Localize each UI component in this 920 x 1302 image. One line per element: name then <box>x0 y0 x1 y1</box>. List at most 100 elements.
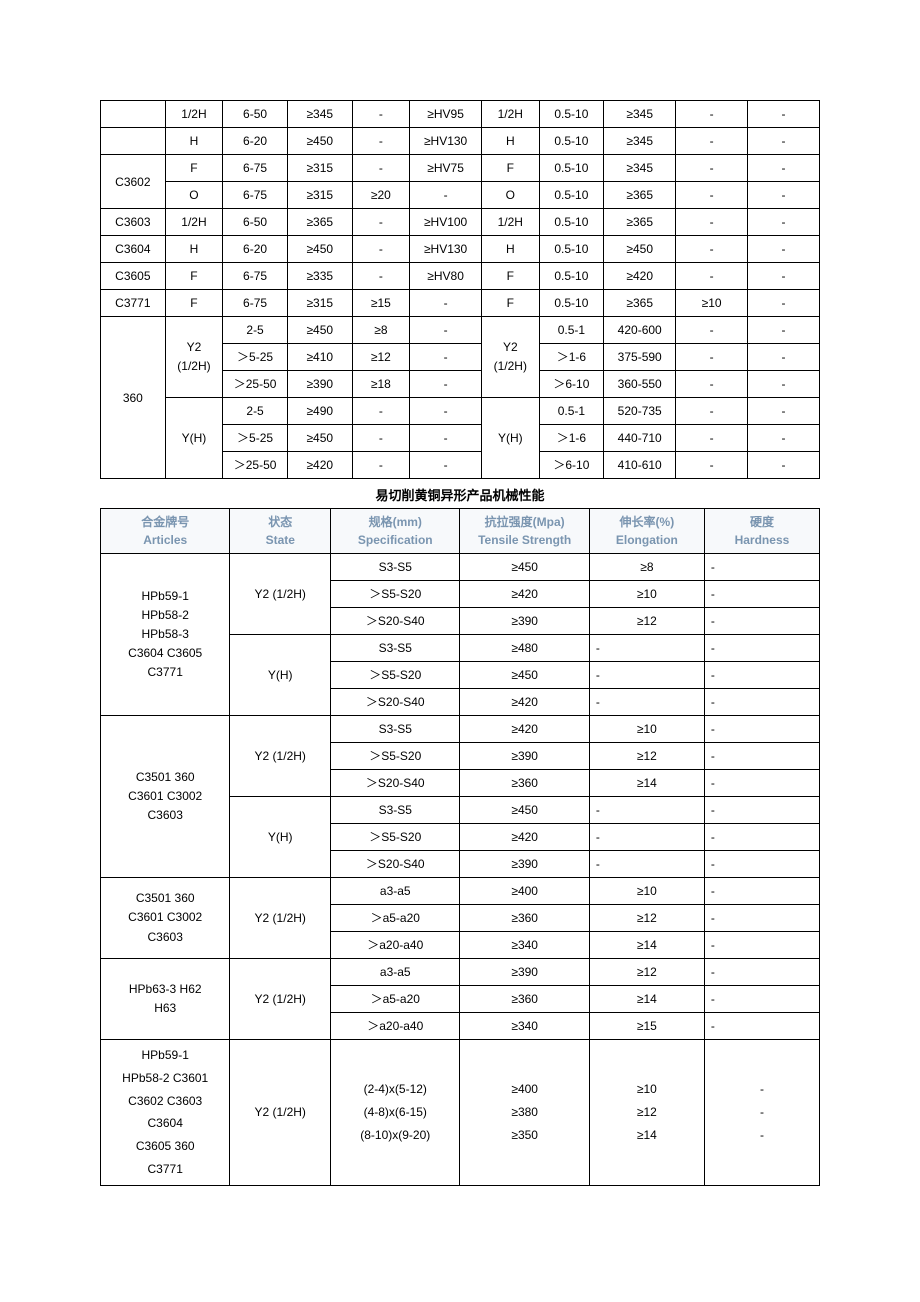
table-row: C3501 360C3601 C3002C3603Y2 (1/2H)S3-S5≥… <box>101 716 820 743</box>
data-cell: 1/2H <box>165 209 223 236</box>
tensile-cell: ≥390 <box>460 743 589 770</box>
data-cell: F <box>165 263 223 290</box>
data-cell: - <box>676 425 748 452</box>
data-cell: 6-75 <box>223 263 288 290</box>
data-cell: 2-5 <box>223 317 288 344</box>
data-cell: - <box>676 317 748 344</box>
data-cell: - <box>352 101 410 128</box>
elong-cell: ≥14 <box>589 986 704 1013</box>
data-cell: ＞1-6 <box>539 344 604 371</box>
tensile-cell: ≥420 <box>460 824 589 851</box>
hardness-cell: - <box>704 878 819 905</box>
hardness-cell: - <box>704 635 819 662</box>
data-cell: - <box>410 398 482 425</box>
spec-cell: ＞S20-S40 <box>331 608 460 635</box>
spec-cell: ＞S5-S20 <box>331 743 460 770</box>
tensile-cell: ≥480 <box>460 635 589 662</box>
data-cell: F <box>482 290 540 317</box>
data-cell: - <box>748 182 820 209</box>
hardness-cell: - <box>704 770 819 797</box>
data-cell: ≥450 <box>287 128 352 155</box>
data-cell: - <box>748 398 820 425</box>
data-cell: - <box>676 263 748 290</box>
elong-cell: ≥14 <box>589 770 704 797</box>
data-cell: - <box>676 101 748 128</box>
spec-cell: S3-S5 <box>331 716 460 743</box>
spec-cell: ＞S20-S40 <box>331 851 460 878</box>
data-cell: F <box>482 155 540 182</box>
data-cell: - <box>748 317 820 344</box>
spec-cell: ＞a5-a20 <box>331 986 460 1013</box>
data-cell: ≥365 <box>287 209 352 236</box>
elong-cell: - <box>589 824 704 851</box>
spec-cell: ＞a20-a40 <box>331 1013 460 1040</box>
state-cell: Y(H) <box>482 398 540 479</box>
elong-cell: ≥14 <box>589 932 704 959</box>
data-cell: ≥345 <box>287 101 352 128</box>
data-cell: ≥15 <box>352 290 410 317</box>
tensile-cell: ≥420 <box>460 689 589 716</box>
data-cell: H <box>482 236 540 263</box>
data-cell: - <box>748 209 820 236</box>
data-cell: - <box>410 317 482 344</box>
col-tensile: 抗拉强度(Mpa) Tensile Strength <box>460 509 589 554</box>
data-cell: ≥420 <box>287 452 352 479</box>
data-cell: - <box>410 452 482 479</box>
tensile-cell: ≥390 <box>460 608 589 635</box>
elong-cell: - <box>589 635 704 662</box>
table-row: C3604H6-20≥450-≥HV130H0.5-10≥450-- <box>101 236 820 263</box>
hardness-cell: - <box>704 743 819 770</box>
data-cell: ≥315 <box>287 182 352 209</box>
hardness-cell: - <box>704 662 819 689</box>
data-cell: 0.5-1 <box>539 317 604 344</box>
data-cell: 0.5-1 <box>539 398 604 425</box>
article-cell: HPb63-3 H62H63 <box>101 959 230 1040</box>
data-cell: 410-610 <box>604 452 676 479</box>
data-cell: ＞25-50 <box>223 371 288 398</box>
elong-cell: ≥12 <box>589 743 704 770</box>
data-cell: - <box>410 344 482 371</box>
data-cell: ≥315 <box>287 155 352 182</box>
table-row: C36031/2H6-50≥365-≥HV1001/2H0.5-10≥365-- <box>101 209 820 236</box>
state-cell: Y2(1/2H) <box>165 317 223 398</box>
table-row: C3602F6-75≥315-≥HV75F0.5-10≥345-- <box>101 155 820 182</box>
elong-cell: ≥10 <box>589 716 704 743</box>
data-cell: O <box>165 182 223 209</box>
data-cell: 0.5-10 <box>539 263 604 290</box>
tensile-cell: ≥400 <box>460 878 589 905</box>
data-cell: - <box>748 452 820 479</box>
data-cell: 6-75 <box>223 155 288 182</box>
hardness-cell: - <box>704 851 819 878</box>
elong-cell: - <box>589 689 704 716</box>
table-row: HPb63-3 H62H63Y2 (1/2H)a3-a5≥390≥12- <box>101 959 820 986</box>
spec-cell: ＞S5-S20 <box>331 662 460 689</box>
spec-cell: a3-a5 <box>331 878 460 905</box>
tensile-cell: ≥450 <box>460 797 589 824</box>
data-cell: 0.5-10 <box>539 128 604 155</box>
elong-cell: - <box>589 662 704 689</box>
data-cell: 520-735 <box>604 398 676 425</box>
elong-cell: ≥10 <box>589 581 704 608</box>
state-cell: Y(H) <box>230 635 331 716</box>
data-cell: ≥20 <box>352 182 410 209</box>
data-cell: - <box>676 452 748 479</box>
spec-cell: ＞S20-S40 <box>331 689 460 716</box>
data-cell: - <box>410 182 482 209</box>
table-row: 360Y2(1/2H)2-5≥450≥8-Y2(1/2H)0.5-1420-60… <box>101 317 820 344</box>
data-cell: ≥410 <box>287 344 352 371</box>
tensile-cell: ≥360 <box>460 905 589 932</box>
data-cell: ≥HV80 <box>410 263 482 290</box>
col-state: 状态 State <box>230 509 331 554</box>
elong-cell: ≥15 <box>589 1013 704 1040</box>
table-row: C3605F6-75≥335-≥HV80F0.5-10≥420-- <box>101 263 820 290</box>
tensile-cell: ≥360 <box>460 770 589 797</box>
data-cell: - <box>748 290 820 317</box>
data-cell: - <box>748 155 820 182</box>
section-title: 易切削黄铜异形产品机械性能 <box>100 485 820 504</box>
tensile-cell: ≥340 <box>460 932 589 959</box>
article-cell: HPb59-1HPb58-2 C3601C3602 C3603C3604C360… <box>101 1040 230 1186</box>
data-cell: - <box>676 236 748 263</box>
hardness-cell: - <box>704 554 819 581</box>
data-cell: F <box>165 155 223 182</box>
article-cell: C3604 <box>101 236 166 263</box>
